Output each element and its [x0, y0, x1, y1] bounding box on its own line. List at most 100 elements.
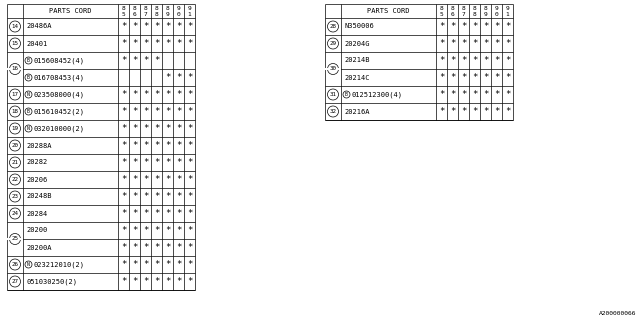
Text: *: * [165, 192, 170, 201]
Text: *: * [121, 124, 126, 133]
Text: 1: 1 [188, 12, 191, 17]
Text: *: * [121, 260, 126, 269]
Text: 9: 9 [495, 6, 499, 11]
Text: 051030250(2): 051030250(2) [26, 278, 77, 285]
Text: *: * [143, 209, 148, 218]
Text: *: * [165, 243, 170, 252]
Text: *: * [472, 90, 477, 99]
Text: *: * [132, 39, 137, 48]
Text: *: * [143, 175, 148, 184]
Text: *: * [143, 90, 148, 99]
Text: *: * [505, 56, 510, 65]
Text: *: * [187, 209, 192, 218]
Text: B: B [345, 92, 348, 97]
Text: *: * [176, 243, 181, 252]
Text: *: * [439, 56, 444, 65]
Text: 015608452(4): 015608452(4) [33, 57, 84, 64]
Text: *: * [187, 90, 192, 99]
Text: *: * [494, 73, 499, 82]
Text: *: * [494, 107, 499, 116]
Text: *: * [143, 56, 148, 65]
Text: *: * [176, 277, 181, 286]
Text: N: N [27, 262, 30, 267]
Text: *: * [143, 141, 148, 150]
Text: 20206: 20206 [26, 177, 48, 182]
Text: *: * [461, 107, 466, 116]
Text: *: * [165, 73, 170, 82]
Text: *: * [176, 175, 181, 184]
Text: B: B [27, 58, 30, 63]
Text: *: * [165, 22, 170, 31]
Text: 8: 8 [472, 12, 476, 17]
Text: *: * [143, 124, 148, 133]
Text: 30: 30 [330, 67, 337, 71]
Text: *: * [450, 107, 455, 116]
Text: 20216A: 20216A [344, 108, 370, 115]
Text: *: * [121, 175, 126, 184]
Text: 0: 0 [177, 12, 180, 17]
Text: *: * [439, 90, 444, 99]
Text: *: * [132, 158, 137, 167]
Text: *: * [165, 260, 170, 269]
Text: *: * [165, 39, 170, 48]
Text: *: * [132, 141, 137, 150]
Text: *: * [472, 39, 477, 48]
Text: 20248B: 20248B [26, 194, 52, 199]
Text: *: * [176, 73, 181, 82]
Text: *: * [494, 39, 499, 48]
Text: *: * [154, 277, 159, 286]
Text: *: * [187, 175, 192, 184]
Text: *: * [143, 39, 148, 48]
Text: *: * [154, 260, 159, 269]
Text: N: N [27, 92, 30, 97]
Text: *: * [450, 22, 455, 31]
Text: *: * [154, 226, 159, 235]
Text: 015610452(2): 015610452(2) [33, 108, 84, 115]
Text: B: B [27, 75, 30, 80]
Text: 23: 23 [12, 194, 19, 199]
Text: 32: 32 [330, 109, 337, 114]
Text: *: * [121, 209, 126, 218]
Text: 21: 21 [12, 160, 19, 165]
Text: 9: 9 [166, 12, 170, 17]
Text: *: * [176, 226, 181, 235]
Text: 15: 15 [12, 41, 19, 46]
Text: *: * [121, 226, 126, 235]
Text: 8: 8 [484, 6, 488, 11]
Text: *: * [143, 277, 148, 286]
Text: *: * [165, 141, 170, 150]
Text: *: * [187, 107, 192, 116]
Text: *: * [143, 22, 148, 31]
Text: *: * [439, 107, 444, 116]
Text: A200000066: A200000066 [598, 311, 636, 316]
Text: *: * [132, 226, 137, 235]
Text: 25: 25 [12, 236, 19, 242]
Text: 7: 7 [461, 12, 465, 17]
Text: 8: 8 [440, 6, 444, 11]
Text: *: * [483, 56, 488, 65]
Text: 20284: 20284 [26, 211, 48, 217]
Text: 7: 7 [143, 12, 147, 17]
Text: *: * [165, 226, 170, 235]
Text: *: * [461, 22, 466, 31]
Text: *: * [176, 260, 181, 269]
Text: N: N [27, 126, 30, 131]
Text: *: * [187, 192, 192, 201]
Text: 20: 20 [12, 143, 19, 148]
Text: *: * [450, 90, 455, 99]
Text: *: * [154, 209, 159, 218]
Text: *: * [165, 124, 170, 133]
Text: 31: 31 [330, 92, 337, 97]
Text: *: * [176, 209, 181, 218]
Text: *: * [187, 22, 192, 31]
Text: *: * [143, 226, 148, 235]
Text: *: * [494, 56, 499, 65]
Text: *: * [176, 90, 181, 99]
Text: *: * [132, 56, 137, 65]
Text: 24: 24 [12, 211, 19, 216]
Text: 28: 28 [330, 24, 337, 29]
Text: *: * [165, 209, 170, 218]
Text: *: * [121, 56, 126, 65]
Text: *: * [154, 158, 159, 167]
Text: *: * [494, 22, 499, 31]
